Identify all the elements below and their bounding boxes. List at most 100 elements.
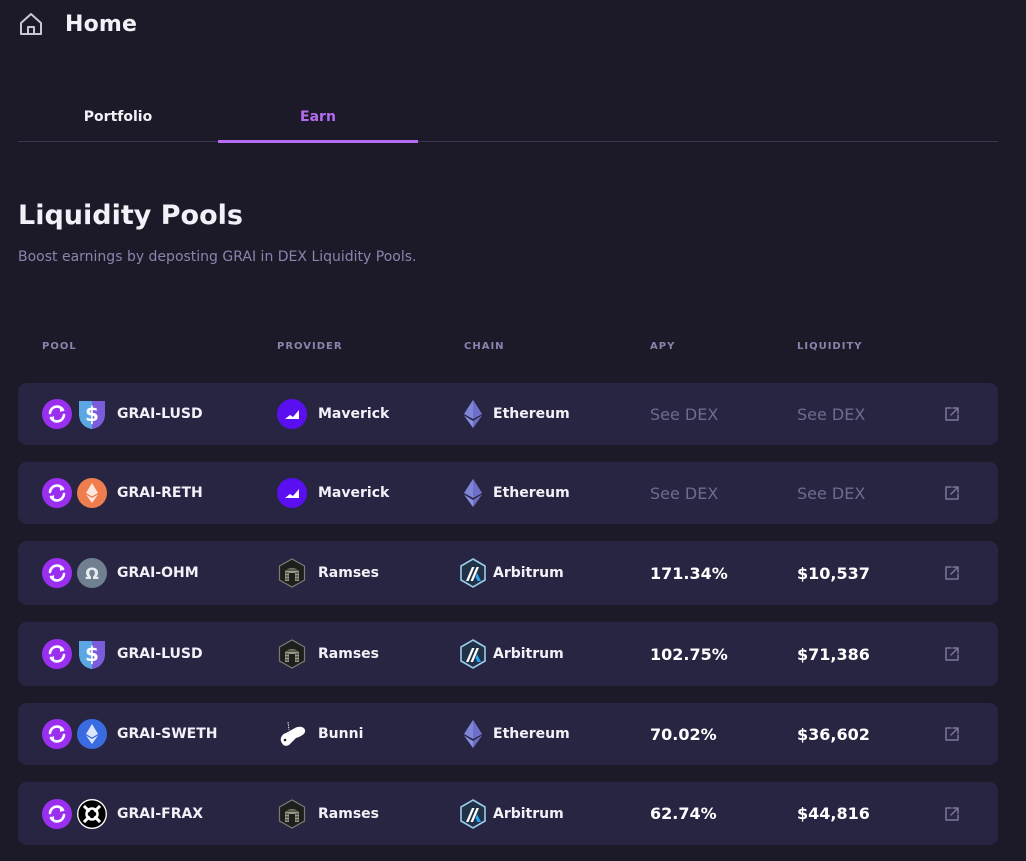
external-link-icon[interactable] [943, 645, 961, 663]
liquidity-value: $36,602 [797, 724, 870, 744]
chain-name: Ethereum [493, 485, 570, 501]
apy-value: 171.34% [650, 563, 728, 583]
grai-icon [42, 558, 72, 588]
apy-cell: 62.74% [650, 782, 717, 845]
chain-cell: Ethereum [458, 383, 570, 445]
bunni-icon [277, 719, 307, 749]
provider-cell: Ramses [277, 622, 379, 686]
home-icon[interactable] [18, 11, 44, 37]
pool-cell: GRAI-SWETH [42, 703, 217, 765]
provider-cell: Bunni [277, 703, 363, 765]
provider-cell: Ramses [277, 782, 379, 845]
liquidity-cell: $10,537 [797, 541, 870, 605]
chain-cell: Ethereum [458, 462, 570, 524]
table-row[interactable]: GRAI-LUSD Ramses Arbitrum 102.75% $71,38… [18, 622, 998, 686]
tab-earn[interactable]: Earn [218, 100, 418, 143]
table-row[interactable]: GRAI-LUSD Maverick Ethereum See DEX See … [18, 383, 998, 445]
pool-name: GRAI-SWETH [117, 726, 218, 742]
ramses-icon [277, 558, 307, 588]
chain-name: Ethereum [493, 406, 570, 422]
chain-name: Arbitrum [493, 805, 564, 822]
chain-cell: Arbitrum [458, 541, 564, 605]
column-header-apy: APY [650, 341, 676, 352]
apy-cell: 171.34% [650, 541, 728, 605]
arbitrum-icon [458, 639, 488, 669]
ethereum-icon [458, 478, 488, 508]
maverick-icon [277, 399, 307, 429]
chain-name: Arbitrum [493, 646, 564, 662]
external-link-icon[interactable] [943, 405, 961, 423]
column-header-liquidity: LIQUIDITY [797, 341, 863, 352]
pool-name: GRAI-OHM [117, 565, 199, 581]
section-subtitle: Boost earnings by deposting GRAI in DEX … [18, 249, 417, 265]
lusd-icon [77, 399, 107, 429]
table-row[interactable]: GRAI-OHM Ramses Arbitrum 171.34% $10,537 [18, 541, 998, 605]
column-header-pool: POOL [42, 341, 77, 352]
apy-value: 102.75% [650, 644, 728, 664]
provider-cell: Ramses [277, 541, 379, 605]
liquidity-value: $44,816 [797, 804, 870, 823]
column-header-provider: PROVIDER [277, 341, 343, 352]
grai-icon [42, 799, 72, 829]
arbitrum-icon [458, 558, 488, 588]
external-link-icon[interactable] [943, 484, 961, 502]
table-row[interactable]: GRAI-SWETH Bunni Ethereum 70.02% $36,602 [18, 703, 998, 765]
liquidity-value: See DEX [797, 404, 866, 424]
page-title: Home [65, 11, 138, 37]
apy-cell: 70.02% [650, 703, 717, 765]
lusd-icon [77, 639, 107, 669]
liquidity-cell: See DEX [797, 383, 865, 445]
table-row[interactable]: GRAI-FRAX Ramses Arbitrum 62.74% $44,816 [18, 782, 998, 845]
liquidity-cell: $36,602 [797, 703, 870, 765]
ramses-icon [277, 799, 307, 829]
frax-icon [77, 799, 107, 829]
pool-cell: GRAI-RETH [42, 462, 203, 524]
apy-value: 70.02% [650, 724, 717, 744]
table-row[interactable]: GRAI-RETH Maverick Ethereum See DEX See … [18, 462, 998, 524]
ramses-icon [277, 639, 307, 669]
provider-name: Ramses [318, 646, 379, 662]
reth-icon [77, 478, 107, 508]
provider-cell: Maverick [277, 383, 389, 445]
page-header: Home [18, 8, 137, 40]
apy-value: See DEX [650, 404, 719, 424]
apy-value: 62.74% [650, 804, 717, 823]
grai-icon [42, 478, 72, 508]
section-title: Liquidity Pools [18, 200, 243, 231]
external-link-icon[interactable] [943, 805, 961, 823]
pool-name: GRAI-LUSD [117, 406, 203, 422]
chain-cell: Ethereum [458, 703, 570, 765]
pool-name: GRAI-LUSD [117, 646, 203, 662]
grai-icon [42, 639, 72, 669]
provider-name: Maverick [318, 485, 390, 501]
external-link-icon[interactable] [943, 564, 961, 582]
provider-name: Ramses [318, 565, 379, 581]
liquidity-cell: $71,386 [797, 622, 870, 686]
grai-icon [42, 719, 72, 749]
ethereum-icon [458, 719, 488, 749]
liquidity-value: $71,386 [797, 644, 870, 664]
sweth-icon [77, 719, 107, 749]
provider-name: Bunni [318, 726, 364, 742]
chain-name: Arbitrum [493, 565, 564, 581]
apy-cell: 102.75% [650, 622, 728, 686]
liquidity-cell: $44,816 [797, 782, 870, 845]
column-header-chain: CHAIN [464, 341, 505, 352]
liquidity-value: $10,537 [797, 563, 870, 583]
provider-name: Maverick [318, 406, 390, 422]
external-link-icon[interactable] [943, 725, 961, 743]
pool-name: GRAI-FRAX [117, 805, 204, 822]
apy-cell: See DEX [650, 462, 718, 524]
tab-portfolio[interactable]: Portfolio [83, 109, 153, 125]
chain-cell: Arbitrum [458, 782, 564, 845]
chain-name: Ethereum [493, 726, 570, 742]
arbitrum-icon [458, 799, 488, 829]
pool-cell: GRAI-OHM [42, 541, 199, 605]
grai-icon [42, 399, 72, 429]
ohm-icon [77, 558, 107, 588]
chain-cell: Arbitrum [458, 622, 564, 686]
liquidity-cell: See DEX [797, 462, 865, 524]
maverick-icon [277, 478, 307, 508]
provider-cell: Maverick [277, 462, 389, 524]
tab-bar: Portfolio Earn [18, 100, 998, 143]
